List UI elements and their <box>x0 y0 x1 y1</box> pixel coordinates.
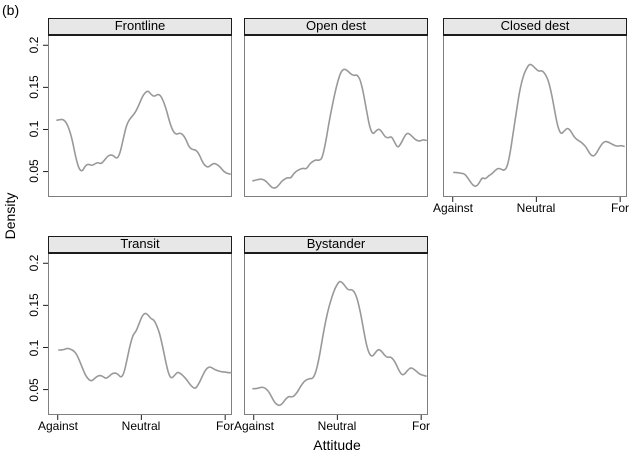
panel-strip: Frontline <box>48 18 232 36</box>
density-curve <box>252 68 427 189</box>
y-tick-label: 0.15 <box>27 293 41 317</box>
y-tick-label: 0.1 <box>27 339 41 357</box>
density-curve <box>56 90 231 175</box>
panel-strip: Open dest <box>244 18 428 36</box>
figure-tag: (b) <box>2 2 20 18</box>
x-tick-label: Neutral <box>317 419 357 433</box>
panel-title: Closed dest <box>500 18 570 33</box>
y-tick-label: 0.15 <box>27 75 41 99</box>
panel-transit: Transit <box>43 236 232 420</box>
panel-title: Bystander <box>306 236 366 251</box>
panel-plot <box>43 254 232 420</box>
panel-canvas <box>252 68 427 189</box>
density-curve <box>453 63 625 187</box>
panel-canvas <box>452 63 625 202</box>
y-tick-label: 0.1 <box>27 120 41 138</box>
panel-strip: Closed dest <box>443 18 627 36</box>
panel-closed-dest: Closed dest <box>443 18 627 202</box>
y-tick-label: 0.05 <box>27 159 41 183</box>
panel-title: Transit <box>120 236 160 251</box>
panel-plot <box>244 254 428 420</box>
x-tick-label: Neutral <box>516 201 556 215</box>
x-tick-label: For <box>412 419 430 433</box>
panel-plot <box>43 36 232 197</box>
panel-open-dest: Open dest <box>244 18 428 197</box>
x-axis-title: Attitude <box>313 437 361 453</box>
x-tick-label: For <box>611 201 629 215</box>
panel-title: Frontline <box>114 18 166 33</box>
x-tick-label: Against <box>37 419 79 433</box>
density-curve <box>58 312 232 389</box>
panel-title: Open dest <box>306 18 366 33</box>
panel-canvas <box>252 280 427 420</box>
y-axis-title: Density <box>2 192 18 240</box>
panel-strip: Transit <box>48 236 232 254</box>
y-tick-label: 0.05 <box>27 378 41 402</box>
panel-frontline: Frontline <box>43 18 232 197</box>
x-tick-label: Against <box>233 419 275 433</box>
y-tick-label: 0.2 <box>27 36 41 54</box>
panel-canvas <box>43 262 232 420</box>
x-tick-label: Against <box>432 201 474 215</box>
y-tick-label: 0.2 <box>27 254 41 272</box>
density-curve <box>252 280 427 407</box>
x-tick-label: For <box>216 419 234 433</box>
panel-canvas <box>43 44 231 175</box>
x-tick-label: Neutral <box>121 419 161 433</box>
panel-strip: Bystander <box>244 236 428 254</box>
panel-plot <box>443 36 627 202</box>
panel-plot <box>244 36 428 197</box>
panel-bystander: Bystander <box>244 236 428 420</box>
